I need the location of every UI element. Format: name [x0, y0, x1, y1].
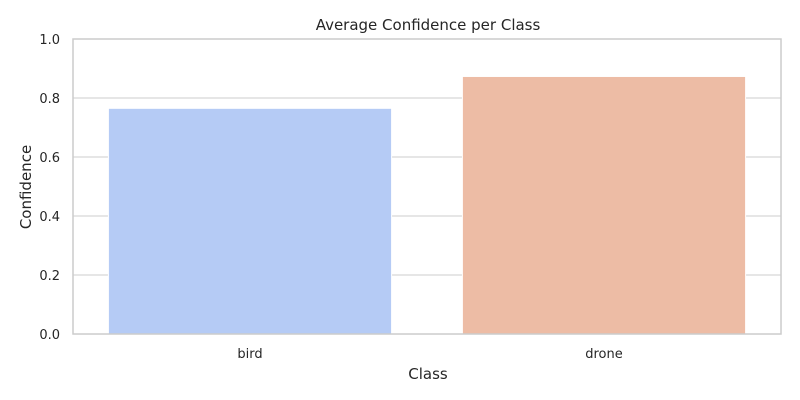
bars: [107, 75, 747, 335]
y-tick-label: 1.0: [39, 33, 60, 48]
y-tick-label: 0.4: [39, 210, 60, 225]
bar-drone: [461, 75, 747, 335]
x-tick-labels: bird drone: [237, 347, 622, 362]
y-axis-label: Confidence: [17, 145, 35, 229]
bar-bird: [107, 107, 393, 335]
y-tick-label: 0.8: [39, 92, 60, 107]
plot-frame: [72, 38, 782, 335]
y-tick-label: 0.2: [39, 269, 60, 284]
x-tick-label: drone: [585, 347, 623, 362]
x-axis-label: Class: [408, 365, 448, 383]
y-tick-label: 0.6: [39, 151, 60, 166]
x-tick-label: bird: [237, 347, 262, 362]
y-tick-label: 0.0: [39, 328, 60, 343]
chart-title: Average Confidence per Class: [316, 16, 541, 34]
y-tick-labels: 0.0 0.2 0.4 0.6 0.8 1.0: [39, 33, 60, 343]
